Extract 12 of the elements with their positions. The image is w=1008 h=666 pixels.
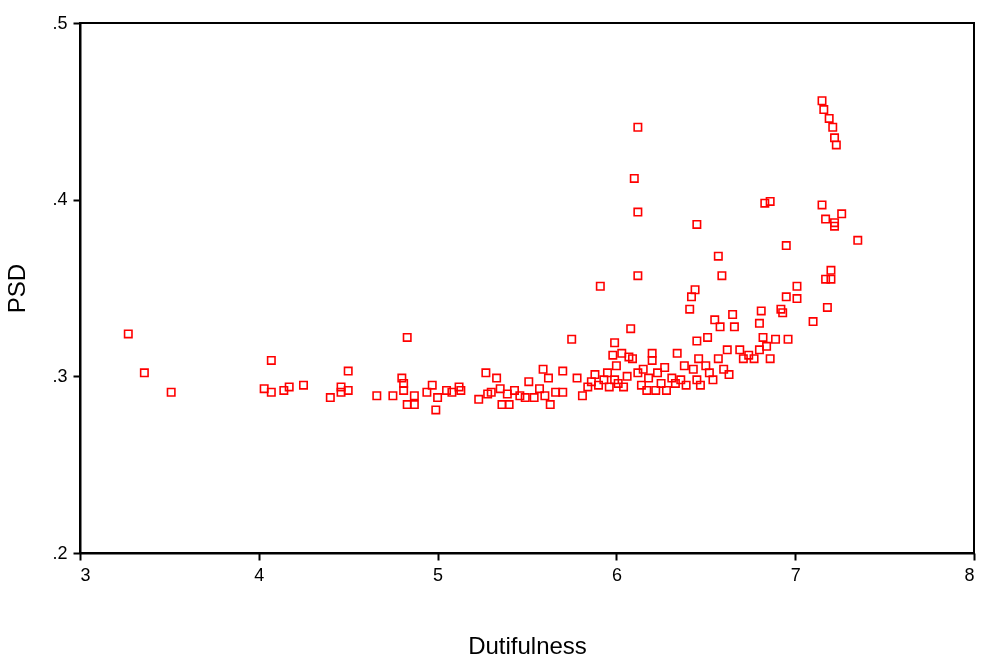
y-tick-label: .4	[52, 189, 68, 210]
x-tick-label: 7	[790, 564, 801, 585]
y-axis-title: PSD	[3, 263, 31, 314]
y-tick-label: .3	[52, 365, 68, 386]
x-tick-label: 4	[254, 564, 265, 585]
x-tick-label: 5	[433, 564, 444, 585]
y-tick-label: .2	[52, 542, 68, 563]
x-tick-label: 6	[611, 564, 622, 585]
x-tick-label: 8	[964, 564, 975, 585]
y-tick-label: .5	[52, 12, 68, 33]
x-axis-title: Dutifulness	[468, 631, 587, 659]
x-tick-label: 3	[80, 564, 91, 585]
